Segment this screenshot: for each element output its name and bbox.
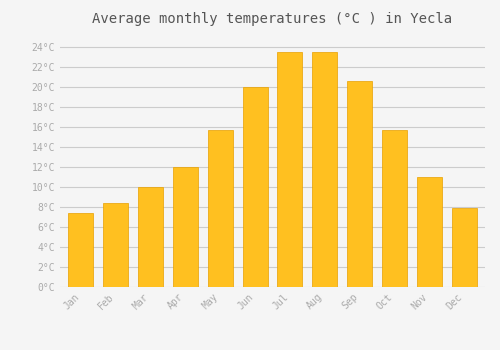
Bar [173, 167, 198, 287]
Bar [278, 51, 302, 287]
Title: Average monthly temperatures (°C ) in Yecla: Average monthly temperatures (°C ) in Ye… [92, 12, 452, 26]
Bar [103, 203, 128, 287]
Bar [416, 177, 442, 287]
Bar [138, 187, 163, 287]
Bar [68, 213, 94, 287]
Bar [382, 130, 407, 287]
Bar [347, 80, 372, 287]
Bar [208, 130, 233, 287]
Bar [242, 86, 268, 287]
Bar [452, 208, 476, 287]
Bar [312, 51, 338, 287]
